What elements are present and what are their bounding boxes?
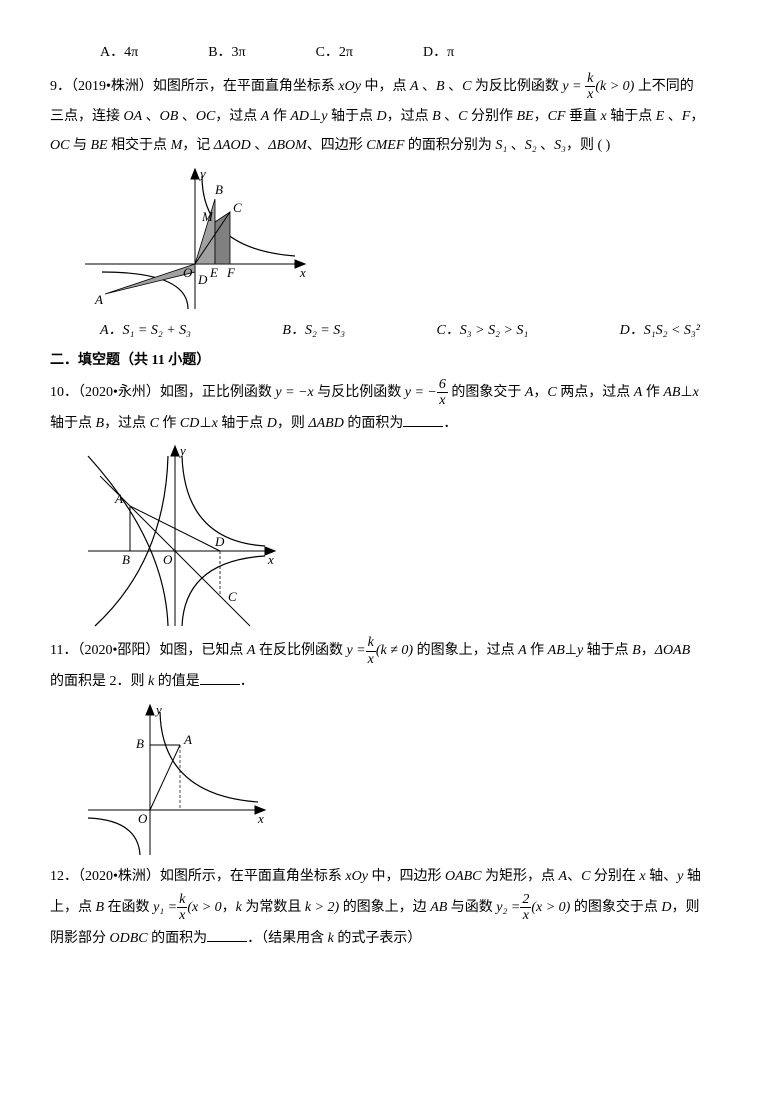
section-2-title: 二．填空题（共 11 小题） [50, 348, 730, 375]
q12-line3: 阴影部分 ODBC 的面积为．（结果用含 k 的式子表示） [50, 926, 730, 953]
q12-line1: 12．（2020•株洲）如图所示，在平面直角坐标系 xOy 中，四边形 OABC… [50, 864, 730, 891]
q11-figure: y x O A B [80, 700, 270, 860]
q9-line3: OC 与 BE 相交于点 M，记 ΔAOD 、ΔBOM、四边形 CMEF 的面积… [50, 133, 730, 160]
q9-options: A．S₁ = S₂ + S₃ B．S₂ = S₃ C．S₃ > S₂ > S₁ … [50, 318, 730, 345]
q8-option-a: A．4π [100, 40, 138, 67]
svg-text:x: x [299, 265, 306, 280]
q8-option-b: B．3π [208, 40, 245, 67]
q9-figure: y x O A B C D E F M [80, 164, 310, 314]
q12-line2: 上，点 B 在函数 y₁ =kx(x > 0，k 为常数且 k > 2) 的图象… [50, 892, 730, 924]
q9-source: （2019•株洲） [71, 79, 153, 94]
q10-figure: y x O A B C D [80, 441, 280, 631]
q10-blank [403, 412, 443, 427]
svg-text:A: A [114, 491, 123, 506]
q10-line2: 轴于点 B，过点 C 作 CD⊥x 轴于点 D，则 ΔABD 的面积为． [50, 411, 730, 438]
q11-line2: 的面积是 2．则 k 的值是． [50, 669, 730, 696]
q10-line1: 10．（2020•永州）如图，正比例函数 y = −x 与反比例函数 y = −… [50, 377, 730, 409]
svg-text:D: D [214, 534, 225, 549]
q12-blank [207, 927, 247, 942]
svg-text:C: C [233, 200, 242, 215]
svg-text:x: x [267, 552, 274, 567]
q8-options: A．4π B．3π C．2π D．π [50, 40, 730, 67]
svg-text:O: O [138, 811, 148, 826]
svg-text:A: A [183, 732, 192, 747]
q9-frac: kx [585, 71, 595, 103]
q9-option-d: D．S₁S₂ < S₃² [620, 318, 700, 345]
svg-text:B: B [136, 736, 144, 751]
q9-option-b: B．S₂ = S₃ [282, 318, 345, 345]
q9-line2: 三点，连接 OA 、OB 、OC，过点 A 作 AD⊥y 轴于点 D，过点 B … [50, 104, 730, 131]
svg-text:F: F [226, 265, 236, 280]
q8-option-c: C．2π [316, 40, 353, 67]
svg-text:O: O [163, 552, 173, 567]
q8-option-d: D．π [423, 40, 454, 67]
q9-line1: 9．（2019•株洲）如图所示，在平面直角坐标系 xOy 中，点 A 、B 、C… [50, 71, 730, 103]
q9-option-c: C．S₃ > S₂ > S₁ [436, 318, 528, 345]
svg-text:A: A [94, 292, 103, 307]
svg-text:B: B [122, 552, 130, 567]
q11-line1: 11．（2020•邵阳）如图，已知点 A 在反比例函数 y =kx(k ≠ 0)… [50, 635, 730, 667]
svg-text:x: x [257, 811, 264, 826]
svg-text:y: y [178, 443, 186, 458]
svg-text:E: E [209, 265, 218, 280]
svg-text:D: D [197, 272, 208, 287]
q11-blank [200, 670, 240, 685]
svg-text:O: O [183, 265, 193, 280]
svg-text:y: y [198, 166, 206, 181]
q9-option-a: A．S₁ = S₂ + S₃ [100, 318, 191, 345]
q9-num: 9． [50, 79, 71, 94]
svg-text:M: M [201, 209, 214, 224]
svg-text:C: C [228, 589, 237, 604]
svg-text:y: y [154, 702, 162, 717]
svg-text:B: B [215, 182, 223, 197]
